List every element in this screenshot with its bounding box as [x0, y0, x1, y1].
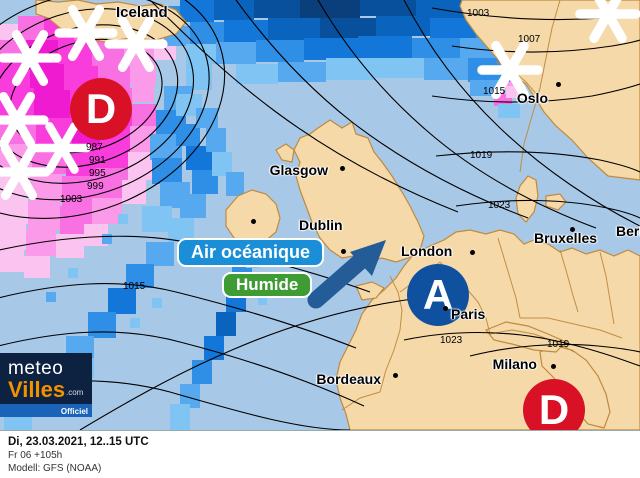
land-brittany [355, 281, 385, 301]
city-label-oslo: Oslo [516, 90, 548, 107]
footer-datetime: Di, 23.03.2021, 12..15 UTC [8, 436, 149, 448]
callout-air-oceanique[interactable]: Air océanique [177, 238, 325, 267]
logo-line-com: .com [66, 388, 84, 397]
logo-line-meteo: meteo [8, 358, 64, 379]
city-dot [251, 219, 256, 224]
city-label-bruxelles: Bruxelles [534, 230, 598, 247]
snow-icon [104, 16, 168, 72]
land-scandinavia [459, 0, 640, 181]
footer-run: Fr 06 +105h [8, 450, 63, 461]
city-label-iceland: Iceland [116, 3, 168, 21]
city-dot [341, 249, 346, 254]
callout-humide[interactable]: Humide [222, 272, 313, 298]
isobar-label: 1007 [518, 34, 541, 45]
logo-line-villes: Villes [8, 377, 66, 402]
logo-bar [0, 404, 92, 417]
city-label-glasgow: Glasgow [269, 162, 328, 179]
city-dot [556, 82, 561, 87]
isobar-label: 1019 [470, 150, 493, 161]
city-label-milano: Milano [492, 356, 537, 373]
land-great-britain [293, 119, 425, 263]
city-dot [393, 373, 398, 378]
isobar-label: 991 [89, 155, 106, 166]
city-dot [443, 306, 448, 311]
snow-icon [54, 5, 118, 61]
flow-arrow [307, 240, 386, 309]
isobar-label: 1015 [483, 86, 506, 97]
snow-icon [0, 30, 62, 86]
isobar-label: 1003 [60, 194, 83, 205]
flow-arrow-layer [307, 240, 386, 309]
footer-text-block: Di, 23.03.2021, 12..15 UTC Fr 06 +105h M… [8, 435, 149, 475]
city-label-berlin: Berlin [616, 223, 640, 240]
city-dot [570, 227, 575, 232]
low-pressure-marker-italy[interactable]: D [523, 379, 585, 430]
logo-badge-officiel: Officiel [60, 407, 88, 416]
isobar-label: 999 [87, 181, 104, 192]
weather-map[interactable]: D A D 987 991 995 999 1003 1015 1003 1007 1015 10… [0, 0, 640, 430]
isobar-label: 1023 [488, 200, 511, 211]
low-pressure-marker-atlantic[interactable]: D [70, 78, 132, 140]
snowflake-symbols [0, 0, 640, 200]
isobar-label: 1003 [467, 8, 490, 19]
land-ireland [225, 189, 281, 245]
city-label-dublin: Dublin [299, 217, 343, 234]
city-dot [470, 250, 475, 255]
city-dot [340, 166, 345, 171]
meteovilles-logo[interactable]: meteo Villes .com Officiel [0, 353, 92, 417]
isobar-label: 1015 [123, 281, 146, 292]
snow-icon [0, 92, 49, 148]
snow-icon [0, 144, 51, 200]
isobar-label: 1019 [547, 339, 570, 350]
land-hebrides [275, 143, 295, 163]
snow-icon [575, 0, 640, 44]
city-label-bordeaux: Bordeaux [316, 371, 381, 388]
isobar-label: 1023 [440, 335, 463, 346]
map-footer: Di, 23.03.2021, 12..15 UTC Fr 06 +105h M… [0, 430, 640, 478]
city-label-london: London [401, 243, 453, 260]
snow-icon [477, 40, 543, 100]
city-dot [551, 364, 556, 369]
isobars [0, 0, 640, 430]
isobar-label: 987 [86, 142, 103, 153]
city-label-paris: Paris [451, 306, 486, 323]
land-zealand [545, 193, 567, 211]
footer-model: Modell: GFS (NOAA) [8, 463, 102, 474]
snow-icon [32, 122, 92, 174]
high-pressure-marker-france[interactable]: A [407, 264, 469, 326]
land-denmark [515, 175, 539, 223]
isobar-label: 995 [89, 168, 106, 179]
